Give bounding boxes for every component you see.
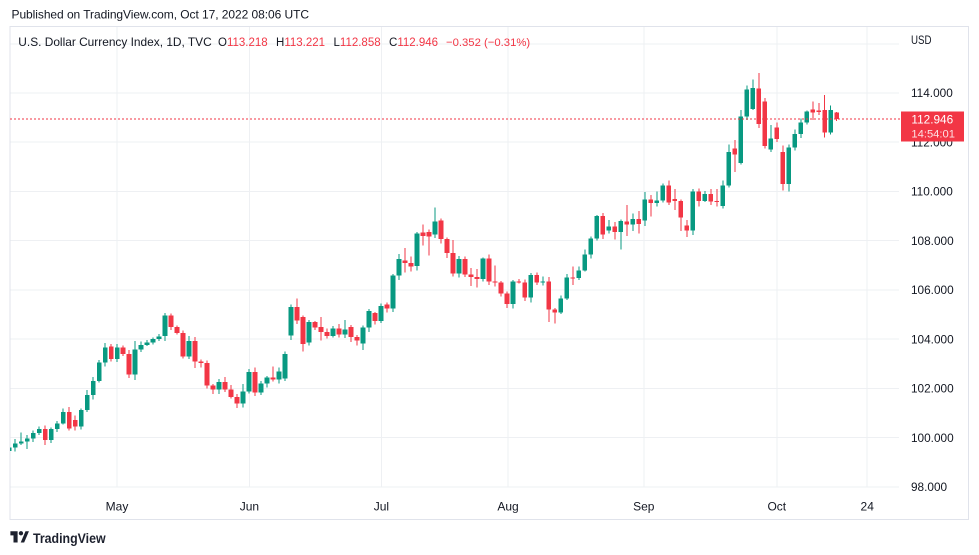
svg-text:Jul: Jul — [374, 499, 389, 513]
svg-text:Jun: Jun — [240, 499, 259, 513]
svg-text:104.000: 104.000 — [911, 332, 954, 346]
svg-text:114.000: 114.000 — [911, 86, 953, 100]
svg-text:H113.221: H113.221 — [276, 37, 325, 49]
svg-text:98.000: 98.000 — [911, 480, 948, 494]
svg-text:TradingView: TradingView — [33, 531, 106, 546]
svg-text:USD: USD — [911, 33, 932, 47]
svg-text:L112.858: L112.858 — [334, 37, 381, 49]
svg-text:C112.946: C112.946 — [389, 37, 438, 49]
svg-text:−0.352 (−0.31%): −0.352 (−0.31%) — [446, 37, 530, 49]
svg-text:106.000: 106.000 — [911, 283, 954, 297]
svg-text:Sep: Sep — [633, 499, 655, 513]
svg-text:Oct: Oct — [767, 499, 786, 513]
svg-text:102.000: 102.000 — [911, 382, 954, 396]
svg-text:108.000: 108.000 — [911, 234, 954, 248]
svg-text:Published on TradingView.com,: Published on TradingView.com, Oct 17, 20… — [12, 8, 310, 22]
svg-text:U.S. Dollar Currency Index, 1D: U.S. Dollar Currency Index, 1D, TVC — [18, 35, 212, 49]
svg-text:14:54:01: 14:54:01 — [911, 128, 955, 140]
svg-text:100.000: 100.000 — [911, 431, 954, 445]
svg-text:May: May — [106, 499, 129, 513]
svg-text:110.000: 110.000 — [911, 185, 953, 199]
svg-text:112.946: 112.946 — [911, 113, 953, 127]
svg-text:24: 24 — [861, 499, 875, 513]
svg-text:Aug: Aug — [497, 499, 518, 513]
svg-text:O113.218: O113.218 — [218, 37, 268, 49]
